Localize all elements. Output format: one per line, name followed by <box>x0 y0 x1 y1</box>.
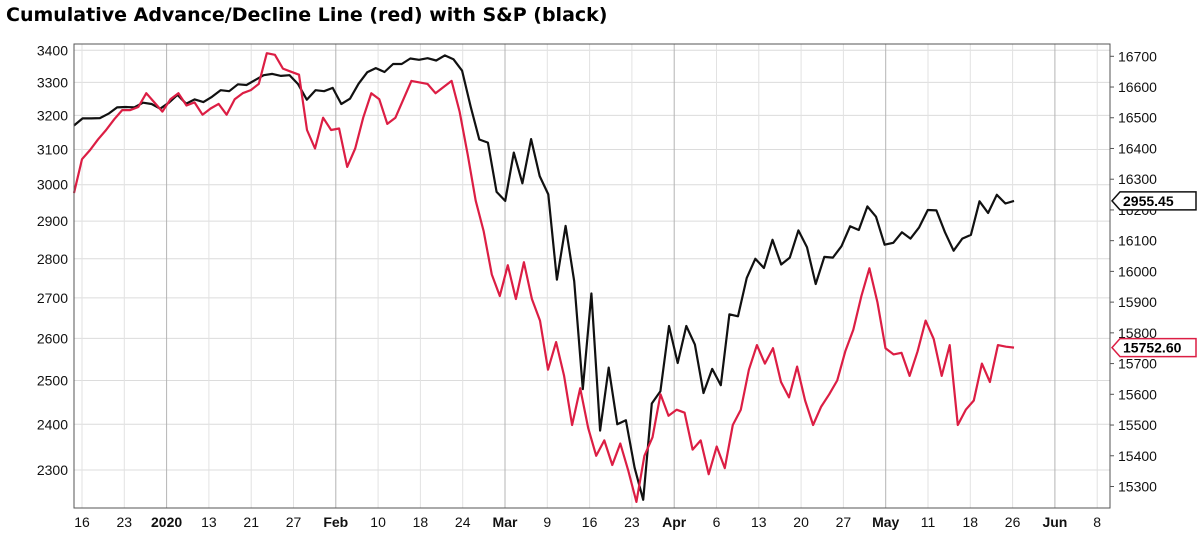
x-tick-label: 10 <box>370 514 386 530</box>
left-tick-label: 2800 <box>37 251 68 267</box>
x-tick-label: 24 <box>455 514 471 530</box>
x-tick-label: 13 <box>751 514 767 530</box>
right-tick-label: 15400 <box>1118 448 1157 464</box>
series-layer <box>72 52 1015 503</box>
x-tick-label: 18 <box>413 514 429 530</box>
right-tick-label: 16700 <box>1118 48 1157 64</box>
x-tick-label: 23 <box>117 514 133 530</box>
x-tick-label: 27 <box>836 514 852 530</box>
sp500-last-value: 2955.45 <box>1123 193 1174 209</box>
right-tick-label: 16600 <box>1118 79 1157 95</box>
left-tick-label: 2700 <box>37 290 68 306</box>
x-tick-label: 13 <box>201 514 217 530</box>
left-tick-label: 3200 <box>37 107 68 123</box>
right-axis: 15300 15400 15500 15600 15700 15800 15900 16000… <box>1110 48 1157 494</box>
left-tick-label: 3400 <box>37 42 68 58</box>
chart-title: Cumulative Advance/Decline Line (red) wi… <box>6 4 608 26</box>
ad-last-badge <box>1110 337 1197 358</box>
x-tick-label: 26 <box>1005 514 1021 530</box>
grid-major <box>166 44 1056 508</box>
right-tick-label: 16500 <box>1118 110 1157 126</box>
x-tick-label: 8 <box>1093 514 1101 530</box>
x-tick-label: 18 <box>963 514 979 530</box>
plot-frame <box>73 43 1111 509</box>
right-tick-label: 16000 <box>1118 263 1157 279</box>
x-tick-label: 16 <box>74 514 90 530</box>
sp500-last-badge <box>1110 191 1197 211</box>
grid-minor <box>74 44 1110 508</box>
right-tick-label: 15500 <box>1118 417 1157 433</box>
x-tick-label: 21 <box>243 514 259 530</box>
left-tick-label: 2400 <box>37 416 68 432</box>
sp500-line <box>73 54 1015 501</box>
x-tick-label: 16 <box>582 514 598 530</box>
end-labels: 2955.45 15752.60 <box>1110 191 1197 358</box>
right-tick-label: 16400 <box>1118 140 1157 156</box>
left-tick-label: 2600 <box>37 330 68 346</box>
x-tick-label: Apr <box>662 514 687 530</box>
x-tick-label: 2020 <box>151 514 182 530</box>
x-tick-label: 23 <box>624 514 640 530</box>
x-tick-label: 6 <box>713 514 721 530</box>
left-axis: 2300 2400 2500 2600 2700 2800 2900 3000 3100 3200… <box>37 42 68 478</box>
ad-last-value: 15752.60 <box>1123 340 1182 356</box>
x-tick-label: 27 <box>286 514 302 530</box>
right-tick-label: 15600 <box>1118 386 1157 402</box>
left-tick-label: 3100 <box>37 141 68 157</box>
ad-line <box>72 52 1015 503</box>
right-tick-label: 15700 <box>1118 356 1157 372</box>
left-tick-label: 2900 <box>37 213 68 229</box>
right-tick-label: 15300 <box>1118 478 1157 494</box>
right-tick-label: 16100 <box>1118 233 1157 249</box>
x-tick-label: 20 <box>793 514 809 530</box>
right-tick-label: 15900 <box>1118 294 1157 310</box>
right-tick-label: 16300 <box>1118 171 1157 187</box>
x-tick-label: May <box>872 514 899 530</box>
x-tick-label: 9 <box>543 514 551 530</box>
x-tick-label: 11 <box>921 514 936 530</box>
right-tick-label: 15800 <box>1118 325 1157 341</box>
left-tick-label: 3300 <box>37 74 68 90</box>
left-tick-label: 3000 <box>37 177 68 193</box>
plot-background <box>74 44 1110 508</box>
left-tick-label: 2300 <box>37 462 68 478</box>
x-tick-label: Jun <box>1042 514 1067 530</box>
x-tick-label: Feb <box>323 514 348 530</box>
x-axis: 16 23 2020 13 21 27 Feb 10 18 24 Mar 9 16 23 Apr 6 13 20 2… <box>74 514 1101 530</box>
left-tick-label: 2500 <box>37 372 68 388</box>
x-tick-label: Mar <box>493 514 518 530</box>
